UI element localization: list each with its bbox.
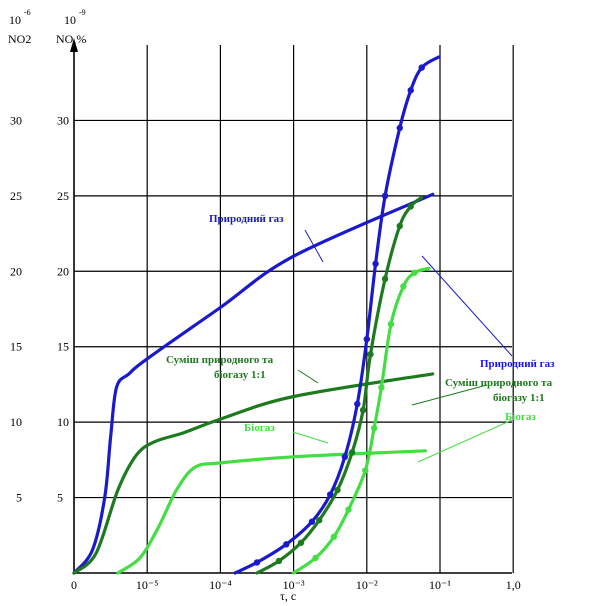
y-tick-label-left: 25 [10,189,22,203]
label-mixture-bottom-line2: біогазу 1:1 [493,392,545,404]
tick-labels: 0 10⁻⁵ 10⁻⁴ 10⁻³ 10⁻² 10⁻¹ 1,0 5 10 15 20 25 30 5 10 15… [10,113,521,592]
series-point-4 [407,203,414,210]
leader-ng-bottom [421,255,513,357]
leader-ng-top [304,229,324,263]
series-point-4 [359,406,367,414]
series-point-4 [367,351,374,358]
series-point-5 [370,424,378,432]
label-mixture-bottom-line1: Суміш природного та [445,377,553,389]
label-biogas-top: Біогаз [244,422,275,434]
series-line-1 [72,372,435,575]
label-mixture-top-line2: біогазу 1:1 [214,369,266,381]
axes [70,38,512,574]
y-tick-label-right: 30 [57,113,69,127]
series-point-5 [330,533,338,540]
series-point-5 [345,506,352,513]
label-mixture-top-line1: Суміш природного та [166,354,274,366]
y-tick-label-left: 10 [10,415,22,429]
series-point-3 [363,335,370,343]
series-point-3 [253,559,261,566]
series-point-5 [411,269,418,276]
right-unit-label: NO,% [56,32,86,46]
series-point-3 [354,400,361,408]
y-tick-label-left: 30 [10,113,22,127]
x-axis-label: τ, с [280,589,296,603]
y-tick-label-right: 15 [57,340,69,354]
series-point-4 [334,486,341,494]
leader-mix-top [297,369,319,384]
series-point-3 [341,453,349,461]
x-tick-label: 10⁻⁵ [136,578,159,592]
series-point-4 [297,539,305,547]
series-point-4 [348,449,356,456]
series-point-3 [283,541,290,548]
left-unit-exponent: -6 [24,8,31,17]
series-point-4 [275,557,283,565]
y-tick-label-left: 5 [16,491,22,505]
series-line-4 [255,195,424,575]
y-tick-label-right: 25 [57,189,69,203]
leader-bio-top [292,431,329,444]
series-line-2 [116,449,427,575]
y-tick-label-right: 10 [57,415,69,429]
series-point-4 [381,275,389,283]
series-point-5 [378,384,385,391]
y-tick-label-left: 20 [10,264,22,278]
series-point-3 [381,192,389,200]
x-tick-label: 0 [71,578,77,592]
x-tick-label: 10⁻³ [283,578,305,592]
grid [74,45,514,573]
y-tick-label-right: 5 [57,491,63,505]
label-natural-gas-top: Природний газ [209,213,284,225]
annotations: Природний газ Суміш природного та біогаз… [166,213,555,434]
label-natural-gas-bottom: Природний газ [480,358,555,370]
series-point-3 [372,260,379,267]
series-point-5 [362,467,369,474]
leader-bio-bottom [417,419,513,463]
series-point-3 [418,64,425,71]
series-line-3 [233,55,441,575]
series-point-3 [308,518,316,525]
series-line-0 [72,192,435,575]
x-tick-label: 10⁻⁴ [209,578,232,592]
leader-mix-bottom [411,384,488,406]
y-tick-label-left: 15 [10,340,22,354]
x-tick-label: 1,0 [506,578,521,592]
series-point-3 [407,87,414,94]
left-unit-label: NO2 [8,32,31,46]
left-unit-power: 10 [9,13,21,27]
series-point-5 [387,320,395,328]
x-tick-label: 10⁻¹ [429,578,451,592]
y-axis-arrow [70,38,78,52]
right-unit-power: 10 [64,13,76,27]
series-point-4 [316,517,323,524]
annotation-leaders [292,229,513,463]
axis-header: 10 -6 NO2 10 -9 NO,% [8,8,86,46]
label-biogas-bottom: Біогаз [505,411,536,423]
series-point-5 [312,554,319,562]
series-point-5 [400,283,407,290]
x-tick-label: 10⁻² [356,578,378,592]
y-tick-label-right: 20 [57,264,69,278]
series-point-4 [396,222,403,230]
right-unit-exponent: -9 [79,8,86,17]
series-point-3 [327,491,334,498]
series-point-3 [396,124,403,132]
series-layer [72,55,441,575]
